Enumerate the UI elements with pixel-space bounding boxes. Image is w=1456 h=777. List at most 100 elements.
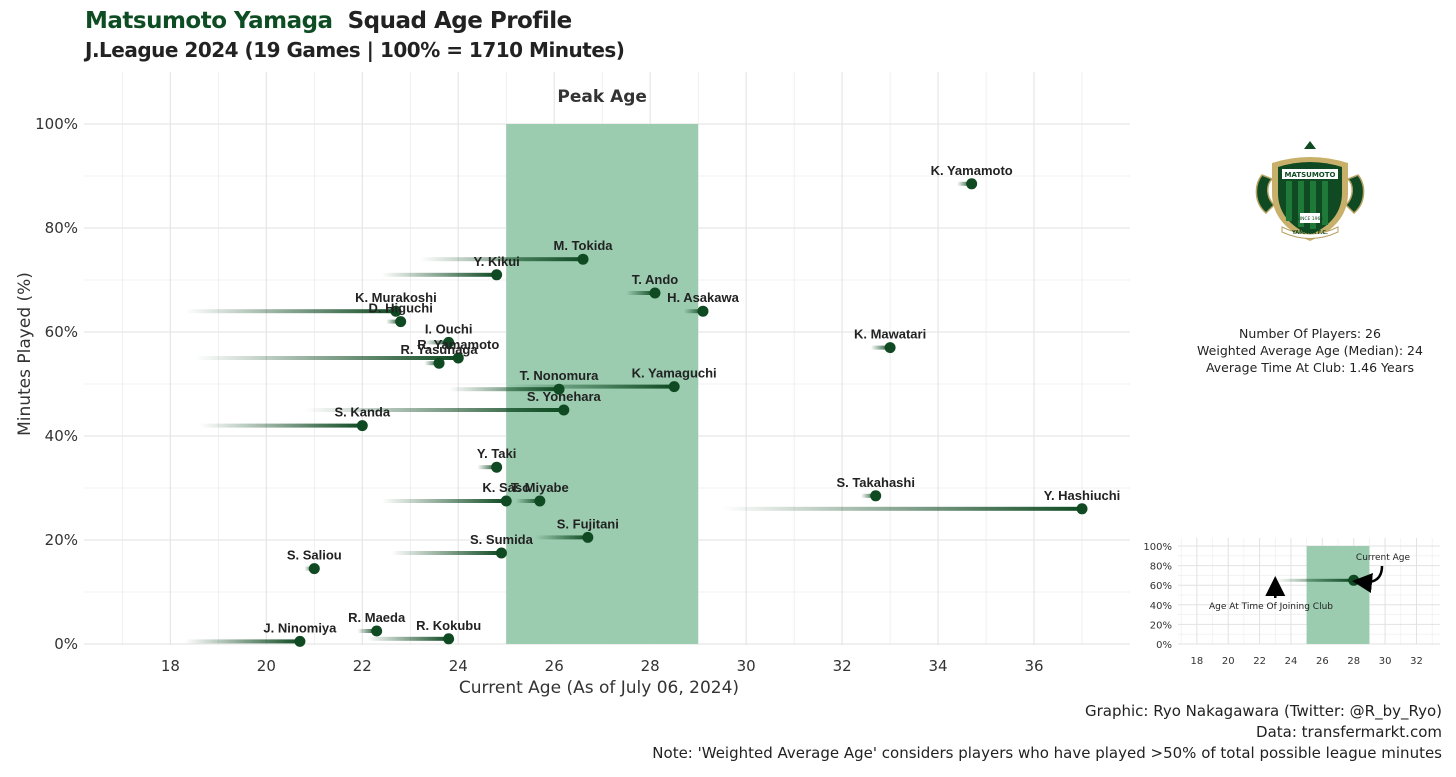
legend-inset: 18 20 22 24 26 28 30 32 0% 20% 40% 60% 80% 100% Curren…	[1143, 538, 1440, 667]
stat-time-at-club: Average Time At Club: 1.46 Years	[1205, 360, 1415, 375]
x-tick-label: 34	[929, 657, 948, 675]
x-tick-label: 28	[641, 657, 660, 675]
club-crest: MATSUMOTO SINCE 1965 YAMAGA F.C.	[1252, 133, 1368, 245]
tenure-line-d-higuchi	[386, 319, 401, 324]
player-point-y-taki	[491, 461, 503, 473]
tenure-line-k-murakoshi	[184, 309, 396, 314]
player-label-k-yamaguchi: K. Yamaguchi	[632, 366, 717, 381]
player-point-s-yonehara	[558, 404, 570, 416]
inset-x-tick-label: 22	[1253, 656, 1266, 667]
inset-y-tick-label: 80%	[1150, 562, 1172, 573]
player-label-r-yamamoto: R. Yamamoto	[417, 337, 499, 352]
y-tick-label: 0%	[54, 635, 78, 653]
player-point-t-miyabe	[534, 495, 546, 507]
y-tick-label: 80%	[45, 219, 78, 237]
tenure-line-t-ando	[626, 291, 655, 295]
player-lines	[184, 181, 1083, 644]
inset-current-age-arrow	[1352, 565, 1384, 593]
tenure-line-k-saso	[381, 499, 507, 503]
player-label-s-kanda: S. Kanda	[334, 405, 390, 420]
tenure-line-r-yamamoto	[194, 356, 459, 360]
player-label-j-ninomiya: J. Ninomiya	[263, 620, 337, 635]
tenure-line-k-yamaguchi	[506, 384, 675, 389]
player-point-r-yasunaga	[433, 357, 445, 369]
player-label-t-miyabe: T. Miyabe	[511, 480, 569, 495]
inset-y-tick-label: 60%	[1150, 581, 1172, 592]
tenure-line-m-tokida	[419, 257, 584, 262]
x-axis-label: Current Age (As of July 06, 2024)	[459, 678, 739, 698]
y-tick-label: 100%	[35, 115, 78, 133]
inset-x-tick-label: 28	[1347, 656, 1360, 667]
player-point-r-kokubu	[443, 633, 455, 645]
player-point-s-sumida	[495, 547, 507, 559]
tenure-line-y-hashiuchi	[722, 506, 1083, 511]
inset-tenure-line	[1275, 578, 1354, 582]
tenure-line-r-kokubu	[367, 636, 449, 641]
crest-since: SINCE 1965	[1297, 216, 1324, 222]
player-point-y-hashiuchi	[1076, 503, 1088, 515]
player-label-k-murakoshi: K. Murakoshi	[355, 290, 437, 305]
tenure-line-h-asakawa	[683, 309, 703, 314]
player-point-k-murakoshi	[390, 305, 402, 317]
player-point-y-kikui	[491, 269, 503, 281]
player-label-s-takahashi: S. Takahashi	[836, 475, 915, 490]
title-rest: Squad Age Profile	[347, 8, 573, 34]
tenure-line-j-ninomiya	[184, 639, 300, 644]
inset-x-tick-label: 20	[1222, 656, 1235, 667]
player-point-s-saliou	[308, 563, 320, 575]
tenure-line-i-ouchi	[424, 340, 449, 345]
tenure-line-t-nonomura	[448, 387, 560, 392]
x-tick-label: 32	[833, 657, 852, 675]
inset-y-tick-label: 0%	[1156, 640, 1172, 651]
player-point-j-ninomiya	[294, 635, 306, 647]
tenure-line-s-fujitani	[535, 535, 588, 540]
player-point-k-yamamoto	[966, 178, 978, 190]
title-block: Matsumoto Yamaga Squad Age Profile J.Lea…	[85, 8, 625, 62]
inset-y-tick-label: 100%	[1143, 542, 1172, 553]
player-points	[294, 178, 1088, 647]
tenure-line-s-takahashi	[861, 493, 876, 498]
crest-icon: MATSUMOTO SINCE 1965 YAMAGA F.C.	[1255, 141, 1365, 241]
inset-x-tick-label: 26	[1316, 656, 1329, 667]
x-tick-label: 18	[161, 657, 180, 675]
inset-joined-age-label: Age At Time Of Joining Club	[1209, 602, 1333, 612]
x-tick-label: 30	[737, 657, 756, 675]
player-point-s-takahashi	[870, 490, 882, 502]
player-point-r-maeda	[371, 625, 383, 637]
x-tick-label: 22	[353, 657, 372, 675]
inset-x-tick-label: 32	[1410, 656, 1423, 667]
inset-x-tick-label: 30	[1379, 656, 1392, 667]
tenure-line-y-kikui	[381, 272, 497, 277]
chart-subtitle: J.League 2024 (19 Games | 100% = 1710 Mi…	[85, 38, 625, 62]
x-tick-label: 26	[545, 657, 564, 675]
player-label-s-fujitani: S. Fujitani	[557, 516, 619, 531]
inset-current-age-label: Current Age	[1356, 553, 1411, 563]
player-point-t-nonomura	[553, 383, 565, 395]
x-tick-label: 36	[1024, 657, 1043, 675]
chart-title: Matsumoto Yamaga Squad Age Profile	[85, 8, 624, 34]
player-label-k-mawatari: K. Mawatari	[854, 327, 926, 342]
player-label-y-kikui: Y. Kikui	[474, 254, 520, 269]
tenure-line-s-kanda	[199, 423, 363, 428]
y-tick-label: 40%	[45, 427, 78, 445]
x-tick-label: 24	[449, 657, 468, 675]
player-label-k-saso: K. Saso	[482, 480, 530, 495]
player-label-s-sumida: S. Sumida	[470, 532, 534, 547]
player-label-y-hashiuchi: Y. Hashiuchi	[1044, 488, 1121, 503]
inset-y-tick-label: 20%	[1150, 620, 1172, 631]
y-tick-label: 60%	[45, 323, 78, 341]
inset-x-tick-label: 18	[1190, 656, 1203, 667]
player-point-t-ando	[649, 287, 661, 299]
peak-age-band	[506, 124, 699, 644]
tenure-line-s-yonehara	[304, 408, 564, 412]
player-label-t-nonomura: T. Nonomura	[520, 368, 599, 383]
player-labels: K. Yamamoto M. Tokida Y. Kikui T. Ando H. As…	[263, 163, 1120, 636]
player-label-y-taki: Y. Taki	[477, 446, 517, 461]
tenure-line-r-yasunaga	[424, 361, 440, 366]
player-label-h-asakawa: H. Asakawa	[667, 290, 740, 305]
player-label-r-kokubu: R. Kokubu	[416, 618, 481, 633]
player-label-t-ando: T. Ando	[632, 272, 679, 287]
player-point-k-yamaguchi	[668, 381, 680, 393]
player-point-h-asakawa	[697, 305, 709, 317]
tenure-line-k-mawatari	[870, 345, 891, 350]
